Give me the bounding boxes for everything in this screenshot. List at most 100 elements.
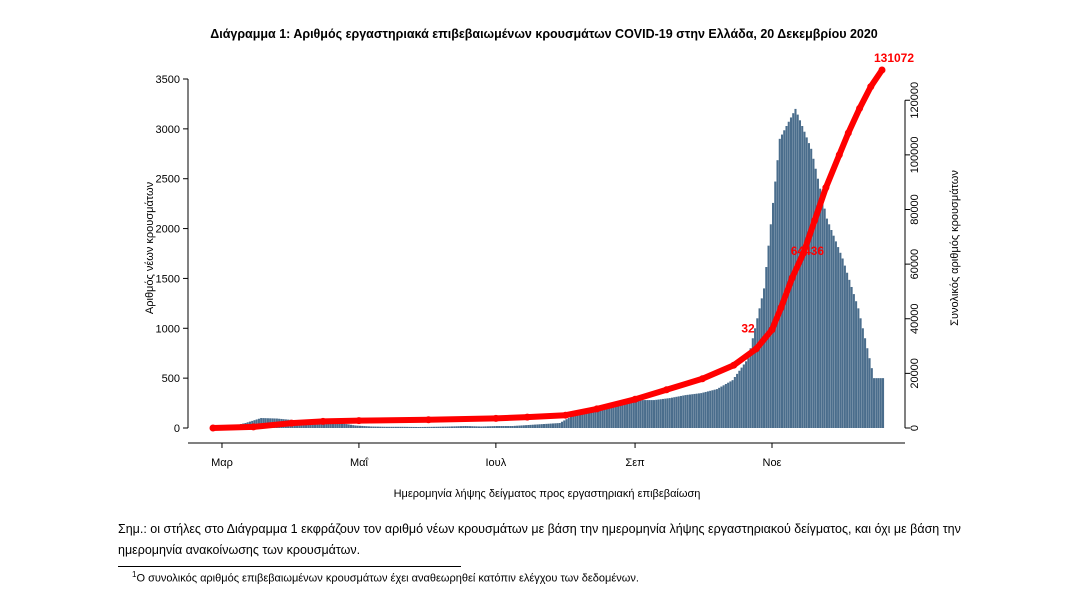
bar [493,426,496,428]
bar [516,425,519,428]
bar [760,298,763,428]
bar [729,381,732,428]
bar [408,426,411,428]
bar [403,426,406,428]
bar [709,390,712,428]
bar [531,424,534,428]
bar [639,400,642,428]
bar [549,423,552,428]
bar [630,401,633,428]
bar [558,423,561,428]
bar [596,407,599,428]
bar [327,422,330,428]
bar [464,426,467,428]
bar [850,286,853,428]
bar [641,400,644,428]
bar [538,424,541,428]
bar [605,406,608,428]
bar [819,188,822,428]
bar [374,426,377,428]
bar [480,426,483,428]
bar [379,426,382,428]
bar [610,405,613,428]
bar [664,398,667,428]
bar [358,425,361,428]
bar [852,294,855,428]
bar [882,378,885,428]
bar [733,377,736,428]
bar [866,348,869,428]
bar [776,160,779,428]
bar [349,424,353,428]
y-tick-label: 1000 [156,323,180,335]
bar [848,279,851,428]
bar [439,426,442,428]
bar [843,265,846,428]
bar [567,417,570,428]
bar [536,424,539,428]
bar [260,418,263,428]
bar [834,241,837,428]
line-point [523,413,531,421]
bar [560,421,564,428]
line-point [777,304,785,312]
bar [751,338,754,428]
bar [857,308,860,428]
bar [401,426,404,428]
bar [365,426,368,428]
bar [363,426,366,428]
bar [691,394,694,428]
bar [415,426,418,428]
bar [484,426,487,428]
bar [682,395,685,428]
line-point [867,83,875,91]
bar [873,378,876,428]
bar [731,380,734,428]
bar [511,426,514,428]
bar [623,402,626,428]
bar [772,202,775,428]
bar [601,406,604,428]
y-tick-label: 0 [174,423,180,435]
bar [653,400,656,428]
footnote-text: Ο συνολικός αριθμός επιβεβαιωμένων κρουσ… [136,572,639,585]
bar [468,426,471,428]
annotations-layer: 131072 64436 32 [741,51,914,336]
bar [670,397,674,428]
bar [489,426,492,428]
bar [738,370,741,428]
line-point [788,274,796,282]
bar [498,426,501,428]
bar [576,413,579,428]
bar [814,168,817,429]
y2-tick-label: 60000 [909,249,921,280]
bar [722,385,725,428]
bar [428,426,431,428]
bar [816,178,819,428]
bar [763,288,766,428]
bar [316,421,319,428]
bar [841,258,844,428]
line-point [355,417,363,425]
bar [655,399,658,428]
line-point [878,66,886,74]
bar [846,272,849,428]
y-axis-label: Αριθμός νέων κρουσμάτων [144,181,156,314]
bar [446,426,449,428]
bar [392,426,395,428]
bar [336,422,339,428]
bar [323,422,326,428]
bar [466,426,469,428]
bar [747,358,750,428]
line-point [730,361,738,369]
bar [543,424,546,428]
bar [644,400,647,428]
bar [754,328,757,428]
y2-tick-label: 80000 [909,194,921,225]
bar [837,247,840,428]
y2-tick-label: 100000 [909,137,921,174]
bar [659,399,662,428]
bar [718,387,721,428]
bar [787,121,790,428]
line-point [319,417,327,425]
